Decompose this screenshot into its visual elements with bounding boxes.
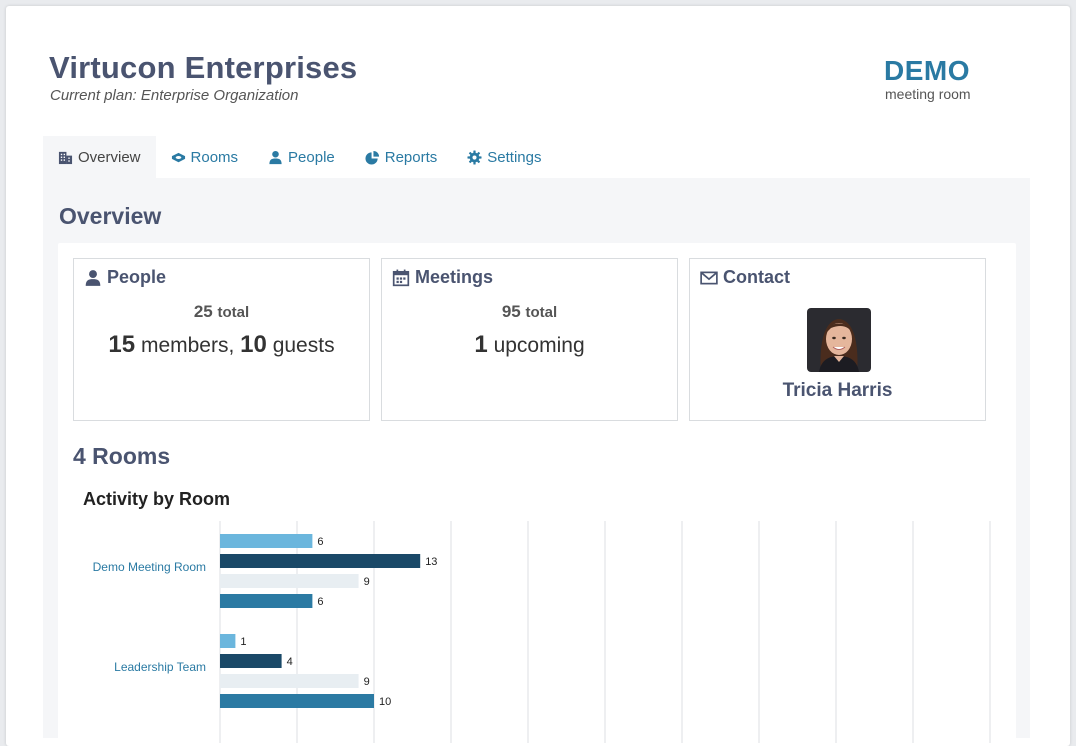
- overview-title: Overview: [59, 203, 162, 229]
- overview-content: People 25 total 15 members, 10 guests: [58, 243, 1016, 743]
- category-label[interactable]: Demo Meeting Room: [93, 560, 206, 574]
- bar: [220, 574, 359, 588]
- bar-value-label: 10: [379, 696, 391, 708]
- building-icon: [58, 151, 73, 164]
- person-icon: [85, 269, 101, 286]
- bar-value-label: 6: [317, 596, 323, 608]
- gear-icon: [467, 149, 482, 165]
- envelope-icon: [700, 271, 718, 284]
- meetings-card-title: Meetings: [415, 267, 494, 287]
- chart-title: Activity by Room: [83, 489, 231, 509]
- overview-panel: Overview People 25 total 15 members, 10 …: [43, 178, 1030, 743]
- bar-value-label: 6: [317, 536, 323, 548]
- people-card: People 25 total 15 members, 10 guests: [73, 258, 370, 421]
- category-label[interactable]: Leadership Team: [114, 660, 206, 674]
- contact-card: Contact Tricia Harris: [689, 258, 986, 421]
- contact-avatar: [807, 308, 871, 372]
- org-name: Virtucon Enterprises: [49, 50, 358, 85]
- bar: [220, 594, 313, 608]
- guests-count: 10: [240, 331, 267, 358]
- meetings-total-word: total: [525, 304, 558, 321]
- contact-name[interactable]: Tricia Harris: [782, 380, 893, 401]
- bar: [220, 554, 421, 568]
- bar: [220, 634, 236, 648]
- tab-label: Reports: [384, 148, 438, 166]
- tab-label: Overview: [78, 148, 141, 166]
- people-card-heading: People: [84, 267, 166, 288]
- bar-value-label: 9: [364, 676, 370, 688]
- activity-chart: Demo Meeting Room 6 13 9 6 Leadership Team 1 4 9…: [93, 521, 991, 743]
- tab-settings[interactable]: Settings: [452, 136, 556, 178]
- members-word: members,: [140, 334, 235, 357]
- tab-bar: Overview Rooms People Reports: [43, 136, 556, 178]
- meetings-total-count: 95: [501, 302, 521, 321]
- pie-chart-icon: [365, 150, 379, 165]
- logo-sub-text: meeting room: [885, 86, 971, 102]
- bar: [220, 534, 313, 548]
- tab-reports[interactable]: Reports: [350, 136, 453, 178]
- bar: [220, 694, 374, 708]
- person-icon: [269, 150, 282, 164]
- logo-main-text: DEMO: [884, 55, 970, 86]
- people-total-word: total: [217, 304, 250, 321]
- tab-overview[interactable]: Overview: [43, 136, 156, 178]
- people-breakdown: 15 members, 10 guests: [74, 331, 369, 359]
- meetings-upcoming: 1 upcoming: [382, 331, 677, 359]
- current-plan: Current plan: Enterprise Organization: [50, 87, 299, 104]
- tab-label: Rooms: [190, 148, 239, 166]
- meetings-card: Meetings 95 total 1 upcoming: [381, 258, 678, 421]
- meetings-card-heading: Meetings: [392, 267, 493, 288]
- upcoming-word: upcoming: [493, 334, 585, 357]
- rooms-heading: 4 Rooms: [73, 443, 171, 469]
- bar: [220, 654, 282, 668]
- tab-rooms[interactable]: Rooms: [156, 136, 254, 178]
- bar-value-label: 13: [425, 556, 437, 568]
- calendar-icon: [392, 269, 410, 286]
- tab-people[interactable]: People: [253, 136, 350, 178]
- people-card-title: People: [107, 267, 167, 287]
- demo-logo: DEMO meeting room: [884, 55, 971, 103]
- bar-value-label: 4: [287, 656, 293, 668]
- bar-value-label: 9: [364, 576, 370, 588]
- tab-label: Settings: [487, 148, 542, 166]
- contact-card-title: Contact: [723, 267, 790, 287]
- room-icon: [171, 152, 185, 162]
- people-total: 25 total: [74, 302, 369, 322]
- upcoming-count: 1: [474, 331, 488, 358]
- meetings-total: 95 total: [382, 302, 677, 322]
- tab-label: People: [288, 148, 335, 166]
- guests-word: guests: [272, 334, 335, 357]
- people-total-count: 25: [193, 302, 213, 321]
- bar-value-label: 1: [240, 636, 246, 648]
- contact-card-heading: Contact: [700, 267, 790, 288]
- members-count: 15: [108, 331, 136, 358]
- bar: [220, 674, 359, 688]
